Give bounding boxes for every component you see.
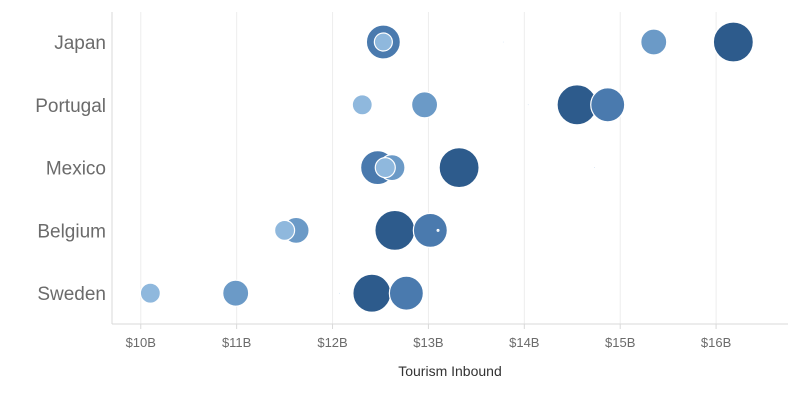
category-label-japan: Japan [54, 33, 106, 54]
bubble-portugal[interactable] [410, 91, 439, 119]
bubble-portugal[interactable] [590, 87, 626, 123]
bubble-sweden[interactable] [352, 273, 392, 313]
bubble-belgium[interactable] [412, 212, 448, 248]
bubble-sweden[interactable] [337, 291, 341, 295]
bubble-mexico[interactable] [438, 147, 480, 189]
bubble-mexico[interactable] [592, 166, 596, 170]
category-label-mexico: Mexico [46, 159, 106, 180]
bubble-sweden[interactable] [139, 282, 161, 304]
bubble-japan[interactable] [373, 32, 393, 52]
bubble-japan[interactable] [501, 40, 505, 44]
bubble-portugal[interactable] [526, 103, 530, 107]
bubble-japan[interactable] [640, 28, 668, 56]
bubble-belgium[interactable] [273, 219, 296, 241]
bubble-sweden[interactable] [222, 279, 250, 307]
x-tick-label: $13B [413, 335, 443, 350]
bubble-sweden[interactable] [388, 275, 424, 311]
category-label-portugal: Portugal [35, 96, 106, 117]
x-axis-title: Tourism Inbound [398, 363, 502, 379]
bubble-mexico[interactable] [374, 157, 396, 179]
x-tick-label: $15B [605, 335, 635, 350]
x-tick-label: $12B [317, 335, 347, 350]
category-label-belgium: Belgium [37, 221, 106, 242]
bubble-belgium[interactable] [436, 228, 440, 232]
bubble-belgium[interactable] [374, 209, 416, 251]
bubble-portugal[interactable] [351, 94, 373, 116]
x-axis-ticks: $10B $11B $12B $13B $14B $15B $16B [126, 324, 731, 350]
x-tick-label: $14B [509, 335, 539, 350]
category-labels: Japan Portugal Mexico Belgium Sweden [35, 33, 106, 305]
grid-layer [140, 12, 717, 324]
x-tick-label: $11B [222, 335, 251, 350]
category-label-sweden: Sweden [37, 284, 106, 305]
bubble-japan[interactable] [712, 21, 754, 63]
bubbles [139, 21, 754, 313]
x-tick-label: $16B [701, 335, 731, 350]
x-tick-label: $10B [126, 335, 156, 350]
